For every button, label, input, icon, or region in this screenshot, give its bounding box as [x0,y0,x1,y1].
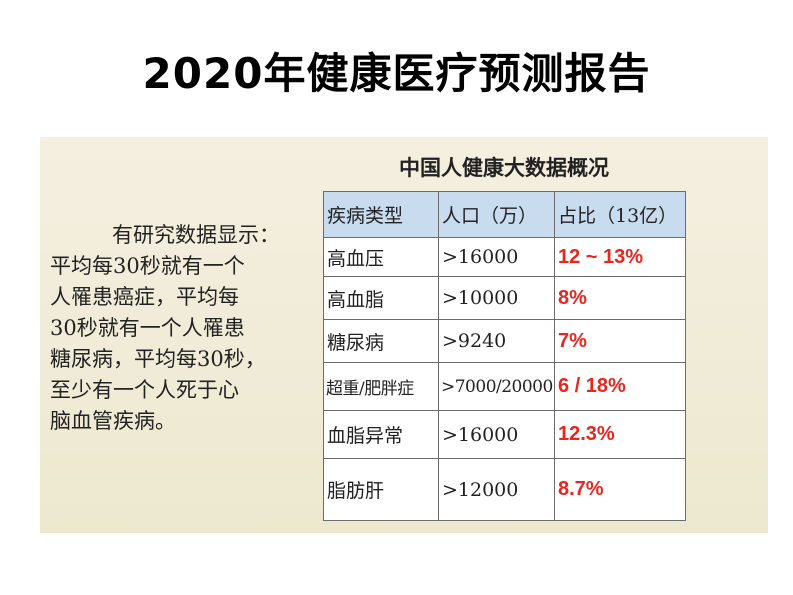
cell-disease: 高血脂 [323,276,439,320]
cell-disease: 脂肪肝 [323,458,439,521]
cell-population: >9240 [438,319,555,363]
table-row: 脂肪肝 >12000 8.7% [323,458,686,521]
intro-text: 有研究数据显示： 平均每30秒就有一个 人罹患癌症，平均每 30秒就有一个人罹患… [50,220,280,437]
table-row: 高血脂 >10000 8% [323,276,686,320]
cell-disease: 超重/肥胖症 [323,362,439,411]
table-row: 高血压 >16000 12 ~ 13% [323,237,686,277]
cell-share: 7% [554,319,686,363]
table-row: 血脂异常 >16000 12.3% [323,410,686,459]
intro-line: 30秒就有一个人罹患 [50,316,245,340]
intro-line: 糖尿病，平均每30秒， [50,347,266,371]
cell-share: 8.7% [554,458,686,521]
header-share: 占比（13亿） [554,191,686,238]
cell-share: 8% [554,276,686,320]
cell-population: >16000 [438,410,555,459]
cell-population: >16000 [438,237,555,277]
header-disease: 疾病类型 [323,191,439,238]
cell-population: >12000 [438,458,555,521]
slide-title: 2020年健康医疗预测报告 [142,49,651,98]
cell-share: 12 ~ 13% [554,237,686,277]
table-header-row: 疾病类型 人口（万） 占比（13亿） [323,191,686,238]
cell-share: 12.3% [554,410,686,459]
header-population: 人口（万） [438,191,555,238]
intro-line: 有研究数据显示： [112,223,280,247]
cell-population: >10000 [438,276,555,320]
intro-line: 至少有一个人死于心 [50,378,239,402]
cell-disease: 糖尿病 [323,319,439,363]
table-caption: 中国人健康大数据概况 [399,155,609,180]
table-row: 糖尿病 >9240 7% [323,319,686,363]
table-row: 超重/肥胖症 >7000/20000 6 / 18% [323,362,686,411]
cell-population: >7000/20000 [438,362,555,411]
cell-disease: 高血压 [323,237,439,277]
health-data-table: 疾病类型 人口（万） 占比（13亿） 高血压 >16000 12 ~ 13% 高… [323,191,686,521]
intro-line: 人罹患癌症，平均每 [50,285,239,309]
intro-line: 脑血管疾病。 [50,409,176,433]
cell-share: 6 / 18% [554,362,686,411]
cell-disease: 血脂异常 [323,410,439,459]
intro-line: 平均每30秒就有一个 [50,254,245,278]
